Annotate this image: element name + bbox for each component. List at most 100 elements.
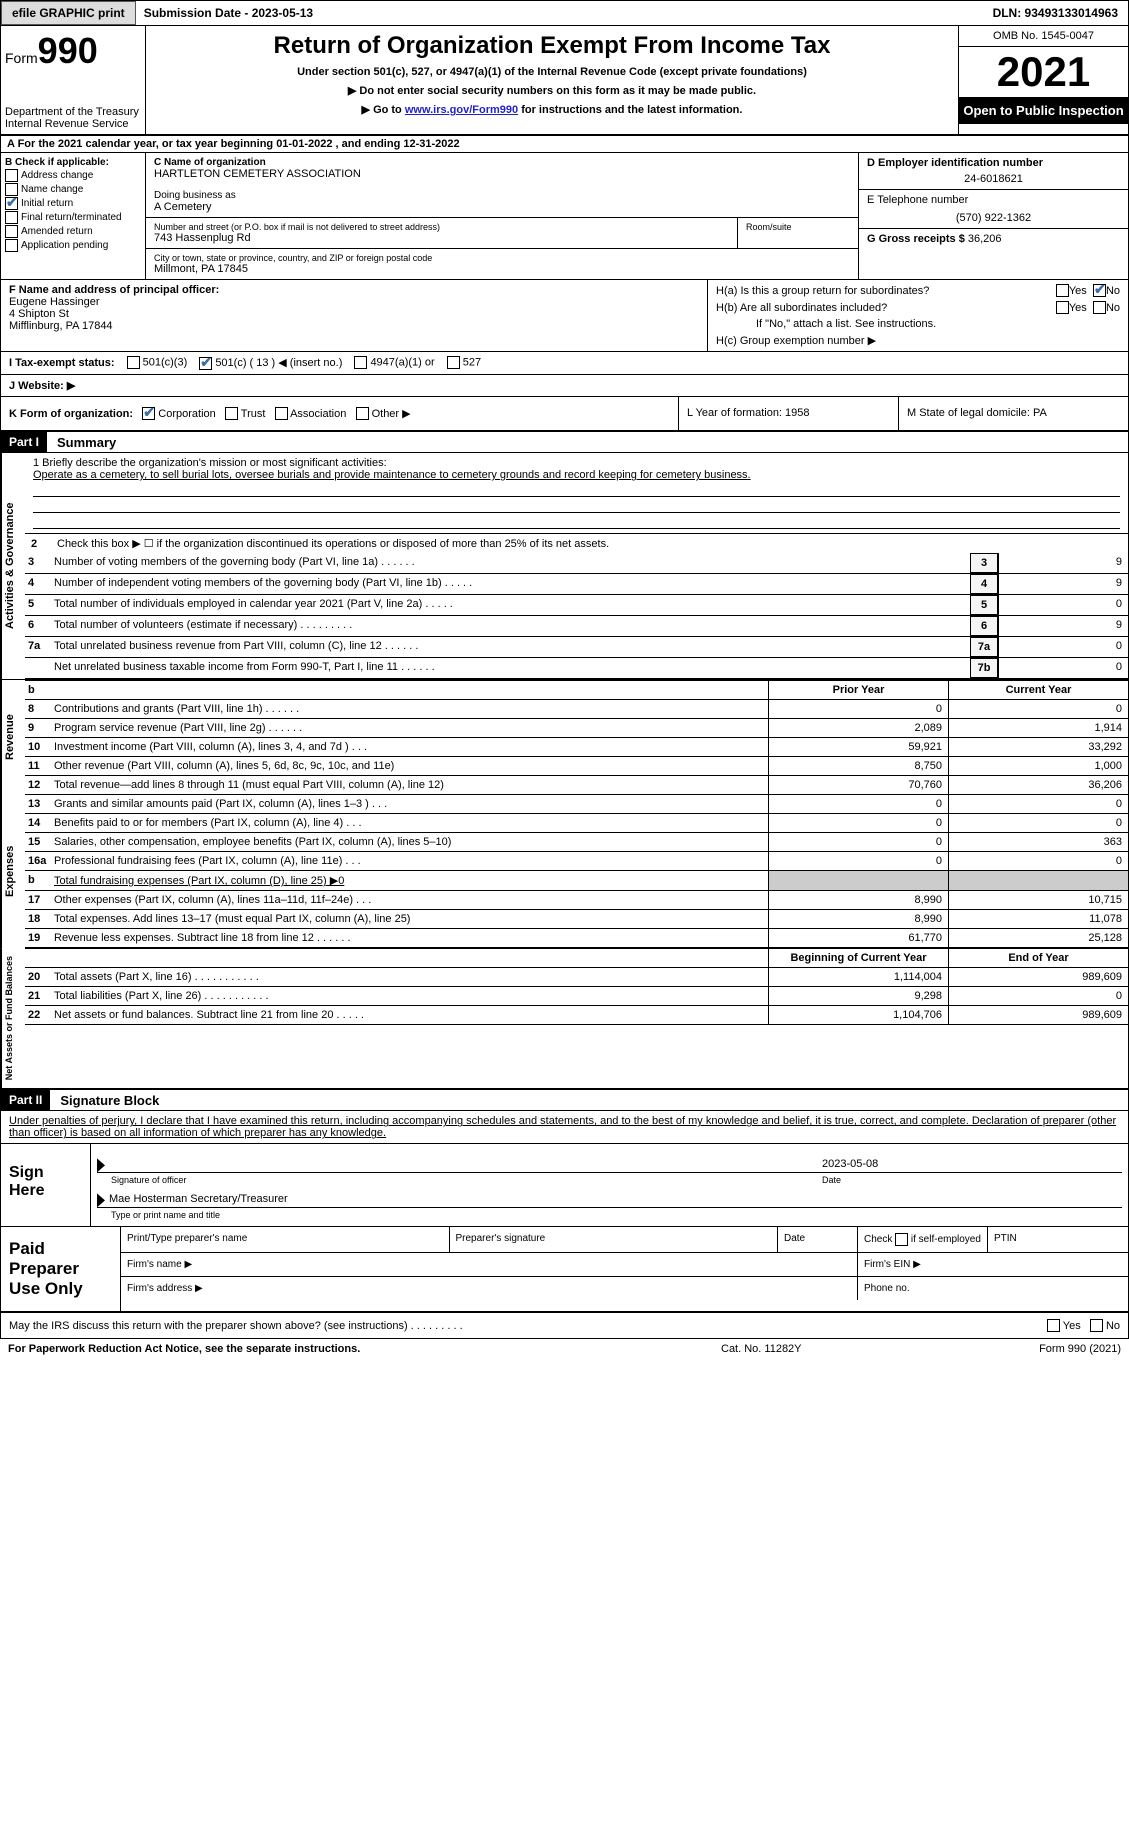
chk-501c3[interactable] [127,356,140,369]
form-header: Form990 Department of the Treasury Inter… [0,26,1129,136]
netassets-section: Net Assets or Fund Balances Beginning of… [0,948,1129,1090]
gov-line-4: 4Number of independent voting members of… [25,574,1128,595]
main-identity-block: B Check if applicable: Address change Na… [0,153,1129,280]
lbl-dba: Doing business as [154,190,850,201]
box-f-officer: F Name and address of principal officer:… [1,280,708,351]
form-number: 990 [38,30,98,71]
column-b-checkboxes: B Check if applicable: Address change Na… [1,153,146,279]
form-page-ref: Form 990 (2021) [921,1343,1121,1355]
m-state-domicile: M State of legal domicile: PA [898,397,1128,431]
city-state-zip: Millmont, PA 17845 [154,263,850,275]
chk-ha-no[interactable] [1093,284,1106,297]
h-a-question: H(a) Is this a group return for subordin… [716,285,1056,297]
header-left: Form990 Department of the Treasury Inter… [1,26,146,134]
officer-name: Eugene Hassinger [9,296,699,308]
prep-date-head: Date [778,1227,858,1252]
irs-link[interactable]: www.irs.gov/Form990 [405,104,518,116]
sign-date: 2023-05-08 [822,1158,1122,1172]
tax-year: 2021 [959,47,1128,97]
tax-status-row: I Tax-exempt status: 501(c)(3) 501(c) ( … [0,352,1129,375]
chk-527[interactable] [447,356,460,369]
efile-print-button[interactable]: efile GRAPHIC print [1,1,136,25]
lbl-city: City or town, state or province, country… [154,253,850,263]
firm-addr-label: Firm's address ▶ [121,1277,858,1300]
chk-501c[interactable] [199,357,212,370]
open-inspection: Open to Public Inspection [959,97,1128,124]
submission-date: Submission Date - 2023-05-13 [144,6,313,20]
column-c-identity: C Name of organization HARTLETON CEMETER… [146,153,858,279]
part-2-header: Part II Signature Block [0,1090,1129,1111]
section-a-calendar: A For the 2021 calendar year, or tax yea… [0,136,1129,153]
top-bar: efile GRAPHIC print Submission Date - 20… [0,0,1129,26]
header-right: OMB No. 1545-0047 2021 Open to Public In… [958,26,1128,134]
prior-year-head: Prior Year [768,681,948,699]
revenue-section: Revenue b Prior Year Current Year 8Contr… [0,680,1129,795]
revenue-line-10: 10Investment income (Part VIII, column (… [25,738,1128,757]
dba: A Cemetery [154,201,850,213]
chk-hb-yes[interactable] [1056,301,1069,314]
lbl-telephone: E Telephone number [867,194,1120,206]
k-l-m-row: K Form of organization: Corporation Trus… [0,397,1129,433]
paperwork-notice: For Paperwork Reduction Act Notice, see … [8,1343,721,1355]
chk-address-change[interactable] [5,169,18,182]
chk-final-return[interactable] [5,211,18,224]
chk-4947[interactable] [354,356,367,369]
chk-initial-return[interactable] [5,197,18,210]
firm-ein-label: Firm's EIN ▶ [858,1253,1128,1276]
vtab-revenue: Revenue [1,680,25,795]
part-2-title: Signature Block [60,1093,159,1108]
expense-line-15: 15Salaries, other compensation, employee… [25,833,1128,852]
lbl-gross-receipts: G Gross receipts $ [867,233,965,245]
cat-number: Cat. No. 11282Y [721,1343,921,1355]
l-year-formation: L Year of formation: 1958 [678,397,898,431]
lbl-form-org: K Form of organization: [9,408,133,420]
revenue-line-12: 12Total revenue—add lines 8 through 11 (… [25,776,1128,795]
revenue-line-8: 8Contributions and grants (Part VIII, li… [25,700,1128,719]
arrow-icon [97,1193,105,1207]
cap-signature: Signature of officer [111,1175,822,1185]
signer-name: Mae Hosterman Secretary/Treasurer [109,1193,288,1207]
officer-h-block: F Name and address of principal officer:… [0,280,1129,352]
netassets-line-21: 21Total liabilities (Part X, line 26) . … [25,987,1128,1006]
chk-association[interactable] [275,407,288,420]
activities-governance-section: Activities & Governance 1 Briefly descri… [0,453,1129,680]
col-b-head: b [25,681,51,699]
mission-block: 1 Briefly describe the organization's mi… [25,453,1128,534]
lbl-room: Room/suite [746,222,850,232]
chk-discuss-yes[interactable] [1047,1319,1060,1332]
mission-text: Operate as a cemetery, to sell burial lo… [33,469,1120,481]
telephone: (570) 922-1362 [867,212,1120,224]
chk-other[interactable] [356,407,369,420]
gov-line-7a: 7aTotal unrelated business revenue from … [25,637,1128,658]
expense-line-13: 13Grants and similar amounts paid (Part … [25,795,1128,814]
expense-line-16a: 16aProfessional fundraising fees (Part I… [25,852,1128,871]
subtitle-2: ▶ Do not enter social security numbers o… [152,84,952,97]
end-year-head: End of Year [948,949,1128,967]
prep-sig-head: Preparer's signature [450,1227,779,1252]
chk-application-pending[interactable] [5,239,18,252]
part-2-badge: Part II [1,1090,50,1110]
prep-name-head: Print/Type preparer's name [121,1227,450,1252]
arrow-icon [97,1158,105,1172]
header-center: Return of Organization Exempt From Incom… [146,26,958,134]
chk-ha-yes[interactable] [1056,284,1069,297]
form-prefix: Form [5,50,38,66]
h-b-question: H(b) Are all subordinates included? [716,302,1056,314]
chk-self-employed[interactable] [895,1233,908,1246]
chk-corporation[interactable] [142,407,155,420]
chk-hb-no[interactable] [1093,301,1106,314]
column-d-right: D Employer identification number 24-6018… [858,153,1128,279]
chk-trust[interactable] [225,407,238,420]
netassets-line-22: 22Net assets or fund balances. Subtract … [25,1006,1128,1025]
cap-printname: Type or print name and title [111,1210,1122,1220]
vtab-expenses: Expenses [1,795,25,948]
lbl-officer: F Name and address of principal officer: [9,284,699,296]
chk-discuss-no[interactable] [1090,1319,1103,1332]
cap-date: Date [822,1175,1122,1185]
firm-name-label: Firm's name ▶ [121,1253,858,1276]
org-name: HARTLETON CEMETERY ASSOCIATION [154,168,850,180]
chk-amended-return[interactable] [5,225,18,238]
h-b-note: If "No," attach a list. See instructions… [716,318,1120,330]
website-row: J Website: ▶ [0,375,1129,397]
lbl-tax-status: I Tax-exempt status: [9,357,115,369]
